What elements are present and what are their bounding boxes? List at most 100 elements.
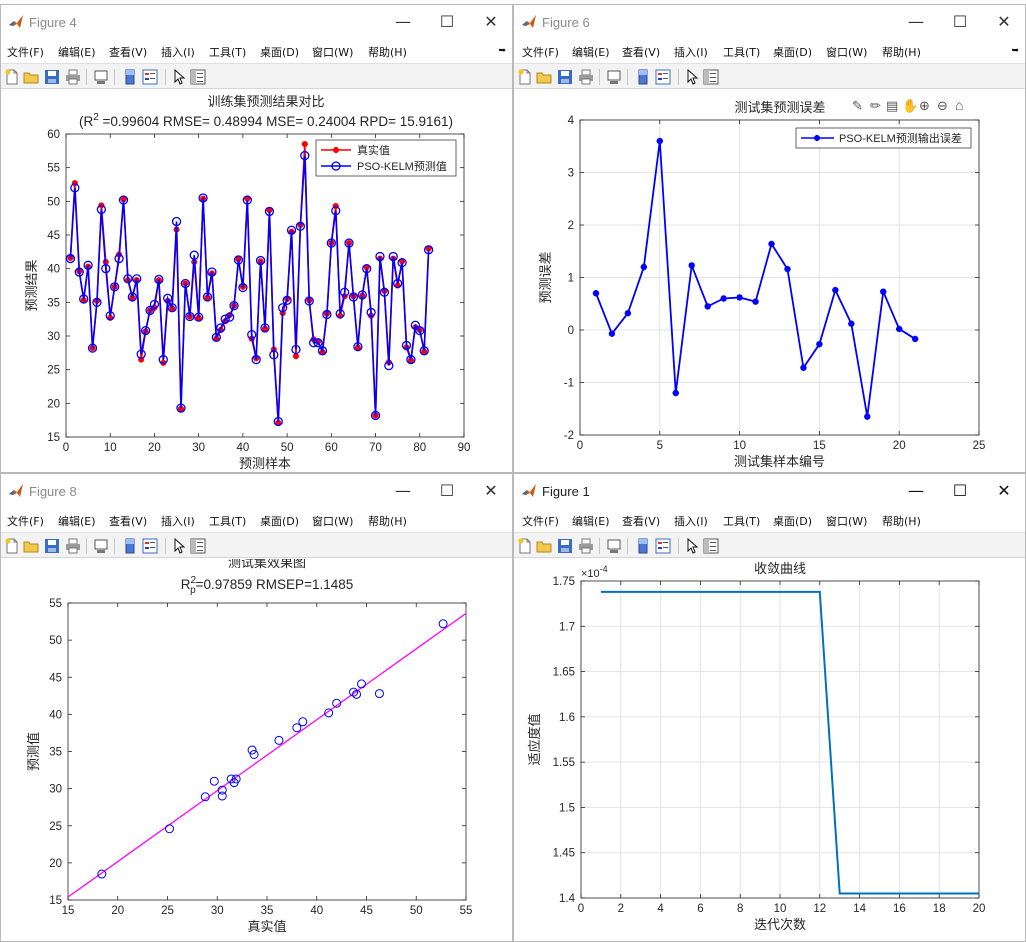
property-editor-icon[interactable] [703, 538, 719, 554]
window-titlebar[interactable]: Figure 8 — ☐ ✕ [1, 474, 512, 508]
menu-desktop[interactable]: 桌面(D) [260, 515, 300, 528]
zoom-out-icon[interactable]: ⊖ [937, 98, 948, 113]
menu-edit[interactable]: 编辑(E) [58, 46, 96, 59]
close-icon[interactable]: ✕ [484, 12, 498, 31]
maximize-icon[interactable]: ☐ [439, 481, 455, 500]
pointer-icon[interactable] [171, 69, 187, 85]
legend-error-marker [814, 135, 820, 141]
menu-edit[interactable]: 编辑(E) [572, 46, 610, 59]
menu-window[interactable]: 窗口(W) [826, 46, 868, 59]
maximize-icon[interactable]: ☐ [439, 12, 455, 31]
minimize-icon[interactable]: — [908, 481, 924, 500]
menu-help[interactable]: 帮助(H) [882, 46, 921, 59]
pointer-icon[interactable] [684, 69, 700, 85]
save-icon[interactable] [557, 538, 573, 554]
colorbar-icon[interactable] [635, 538, 651, 554]
window-titlebar[interactable]: Figure 6 — ☐ ✕ [514, 5, 1025, 39]
pointer-icon[interactable] [171, 538, 187, 554]
menu-tools[interactable]: 工具(T) [209, 46, 247, 59]
new-figure-icon[interactable] [4, 69, 20, 85]
menu-edit[interactable]: 编辑(E) [572, 515, 610, 528]
minimize-icon[interactable]: — [908, 12, 924, 31]
pointer-icon[interactable] [684, 538, 700, 554]
window-titlebar[interactable]: Figure 4 — ☐ ✕ [1, 5, 512, 39]
link-plot-icon[interactable] [93, 538, 109, 554]
legend-icon[interactable] [142, 69, 158, 85]
save-icon[interactable] [44, 538, 60, 554]
open-file-icon[interactable] [23, 69, 39, 85]
menu-tools[interactable]: 工具(T) [209, 515, 247, 528]
link-plot-icon[interactable] [606, 538, 622, 554]
window-titlebar[interactable]: Figure 1 — ☐ ✕ [514, 474, 1025, 508]
menu-help[interactable]: 帮助(H) [882, 515, 921, 528]
property-editor-icon[interactable] [703, 69, 719, 85]
menu-help[interactable]: 帮助(H) [368, 46, 407, 59]
colorbar-icon[interactable] [122, 69, 138, 85]
open-file-icon[interactable] [536, 69, 552, 85]
menu-tools[interactable]: 工具(T) [723, 515, 761, 528]
fit-line [67, 612, 467, 898]
close-icon[interactable]: ✕ [997, 12, 1011, 31]
menu-insert[interactable]: 插入(I) [161, 515, 195, 528]
open-file-icon[interactable] [23, 538, 39, 554]
minimize-icon[interactable]: — [395, 481, 411, 500]
export-icon[interactable]: ✎ [852, 98, 863, 113]
maximize-icon[interactable]: ☐ [952, 12, 968, 31]
save-icon[interactable] [44, 69, 60, 85]
property-editor-icon[interactable] [190, 538, 206, 554]
datatip-icon[interactable]: ▤ [886, 98, 899, 113]
print-icon[interactable] [65, 69, 81, 85]
menu-window[interactable]: 窗口(W) [312, 46, 354, 59]
colorbar-icon[interactable] [122, 538, 138, 554]
menu-tools[interactable]: 工具(T) [723, 46, 761, 59]
menu-bar: 文件(F) 编辑(E) 查看(V) 插入(I) 工具(T) 桌面(D) 窗口(W… [514, 40, 1025, 62]
colorbar-icon[interactable] [635, 69, 651, 85]
minimize-icon[interactable]: — [395, 12, 411, 31]
close-icon[interactable]: ✕ [997, 481, 1011, 500]
save-icon[interactable] [557, 69, 573, 85]
error-marker [816, 340, 823, 348]
close-icon[interactable]: ✕ [484, 481, 498, 500]
menu-file[interactable]: 文件(F) [522, 515, 559, 528]
menu-file[interactable]: 文件(F) [522, 46, 559, 59]
menu-view[interactable]: 查看(V) [109, 515, 148, 528]
menu-file[interactable]: 文件(F) [7, 46, 44, 59]
brush-icon[interactable]: ✏ [870, 98, 881, 113]
menu-insert[interactable]: 插入(I) [674, 515, 708, 528]
legend-pred-marker [331, 161, 341, 171]
menu-window[interactable]: 窗口(W) [312, 515, 354, 528]
menu-file[interactable]: 文件(F) [7, 515, 44, 528]
menu-desktop[interactable]: 桌面(D) [773, 515, 813, 528]
x-tick-label: 12 [813, 903, 826, 915]
menu-insert[interactable]: 插入(I) [161, 46, 195, 59]
menu-desktop[interactable]: 桌面(D) [773, 46, 813, 59]
maximize-icon[interactable]: ☐ [952, 481, 968, 500]
legend-icon[interactable] [142, 538, 158, 554]
print-icon[interactable] [578, 538, 594, 554]
menu-view[interactable]: 查看(V) [109, 46, 148, 59]
menu-help[interactable]: 帮助(H) [368, 515, 407, 528]
print-icon[interactable] [578, 69, 594, 85]
menu-desktop[interactable]: 桌面(D) [260, 46, 300, 59]
print-icon[interactable] [65, 538, 81, 554]
legend-icon[interactable] [655, 538, 671, 554]
legend-icon[interactable] [655, 69, 671, 85]
menu-view[interactable]: 查看(V) [622, 46, 661, 59]
menu-view[interactable]: 查看(V) [622, 515, 661, 528]
new-figure-icon[interactable] [4, 538, 20, 554]
new-figure-icon[interactable] [517, 538, 533, 554]
menu-overflow-icon[interactable]: ➥ [498, 45, 506, 55]
zoom-in-icon[interactable]: ⊕ [919, 98, 930, 113]
menu-window[interactable]: 窗口(W) [826, 515, 868, 528]
menu-edit[interactable]: 编辑(E) [58, 515, 96, 528]
predicted-value-marker [269, 350, 279, 360]
home-icon[interactable]: ⌂ [955, 97, 964, 113]
open-file-icon[interactable] [536, 538, 552, 554]
link-plot-icon[interactable] [93, 69, 109, 85]
pan-icon[interactable]: ✋ [902, 98, 919, 113]
new-figure-icon[interactable] [517, 69, 533, 85]
menu-insert[interactable]: 插入(I) [674, 46, 708, 59]
menu-overflow-icon[interactable]: ➥ [1011, 45, 1019, 55]
property-editor-icon[interactable] [190, 69, 206, 85]
link-plot-icon[interactable] [606, 69, 622, 85]
